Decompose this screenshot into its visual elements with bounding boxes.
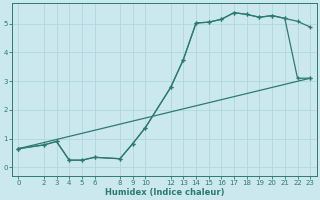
X-axis label: Humidex (Indice chaleur): Humidex (Indice chaleur) (105, 188, 224, 197)
